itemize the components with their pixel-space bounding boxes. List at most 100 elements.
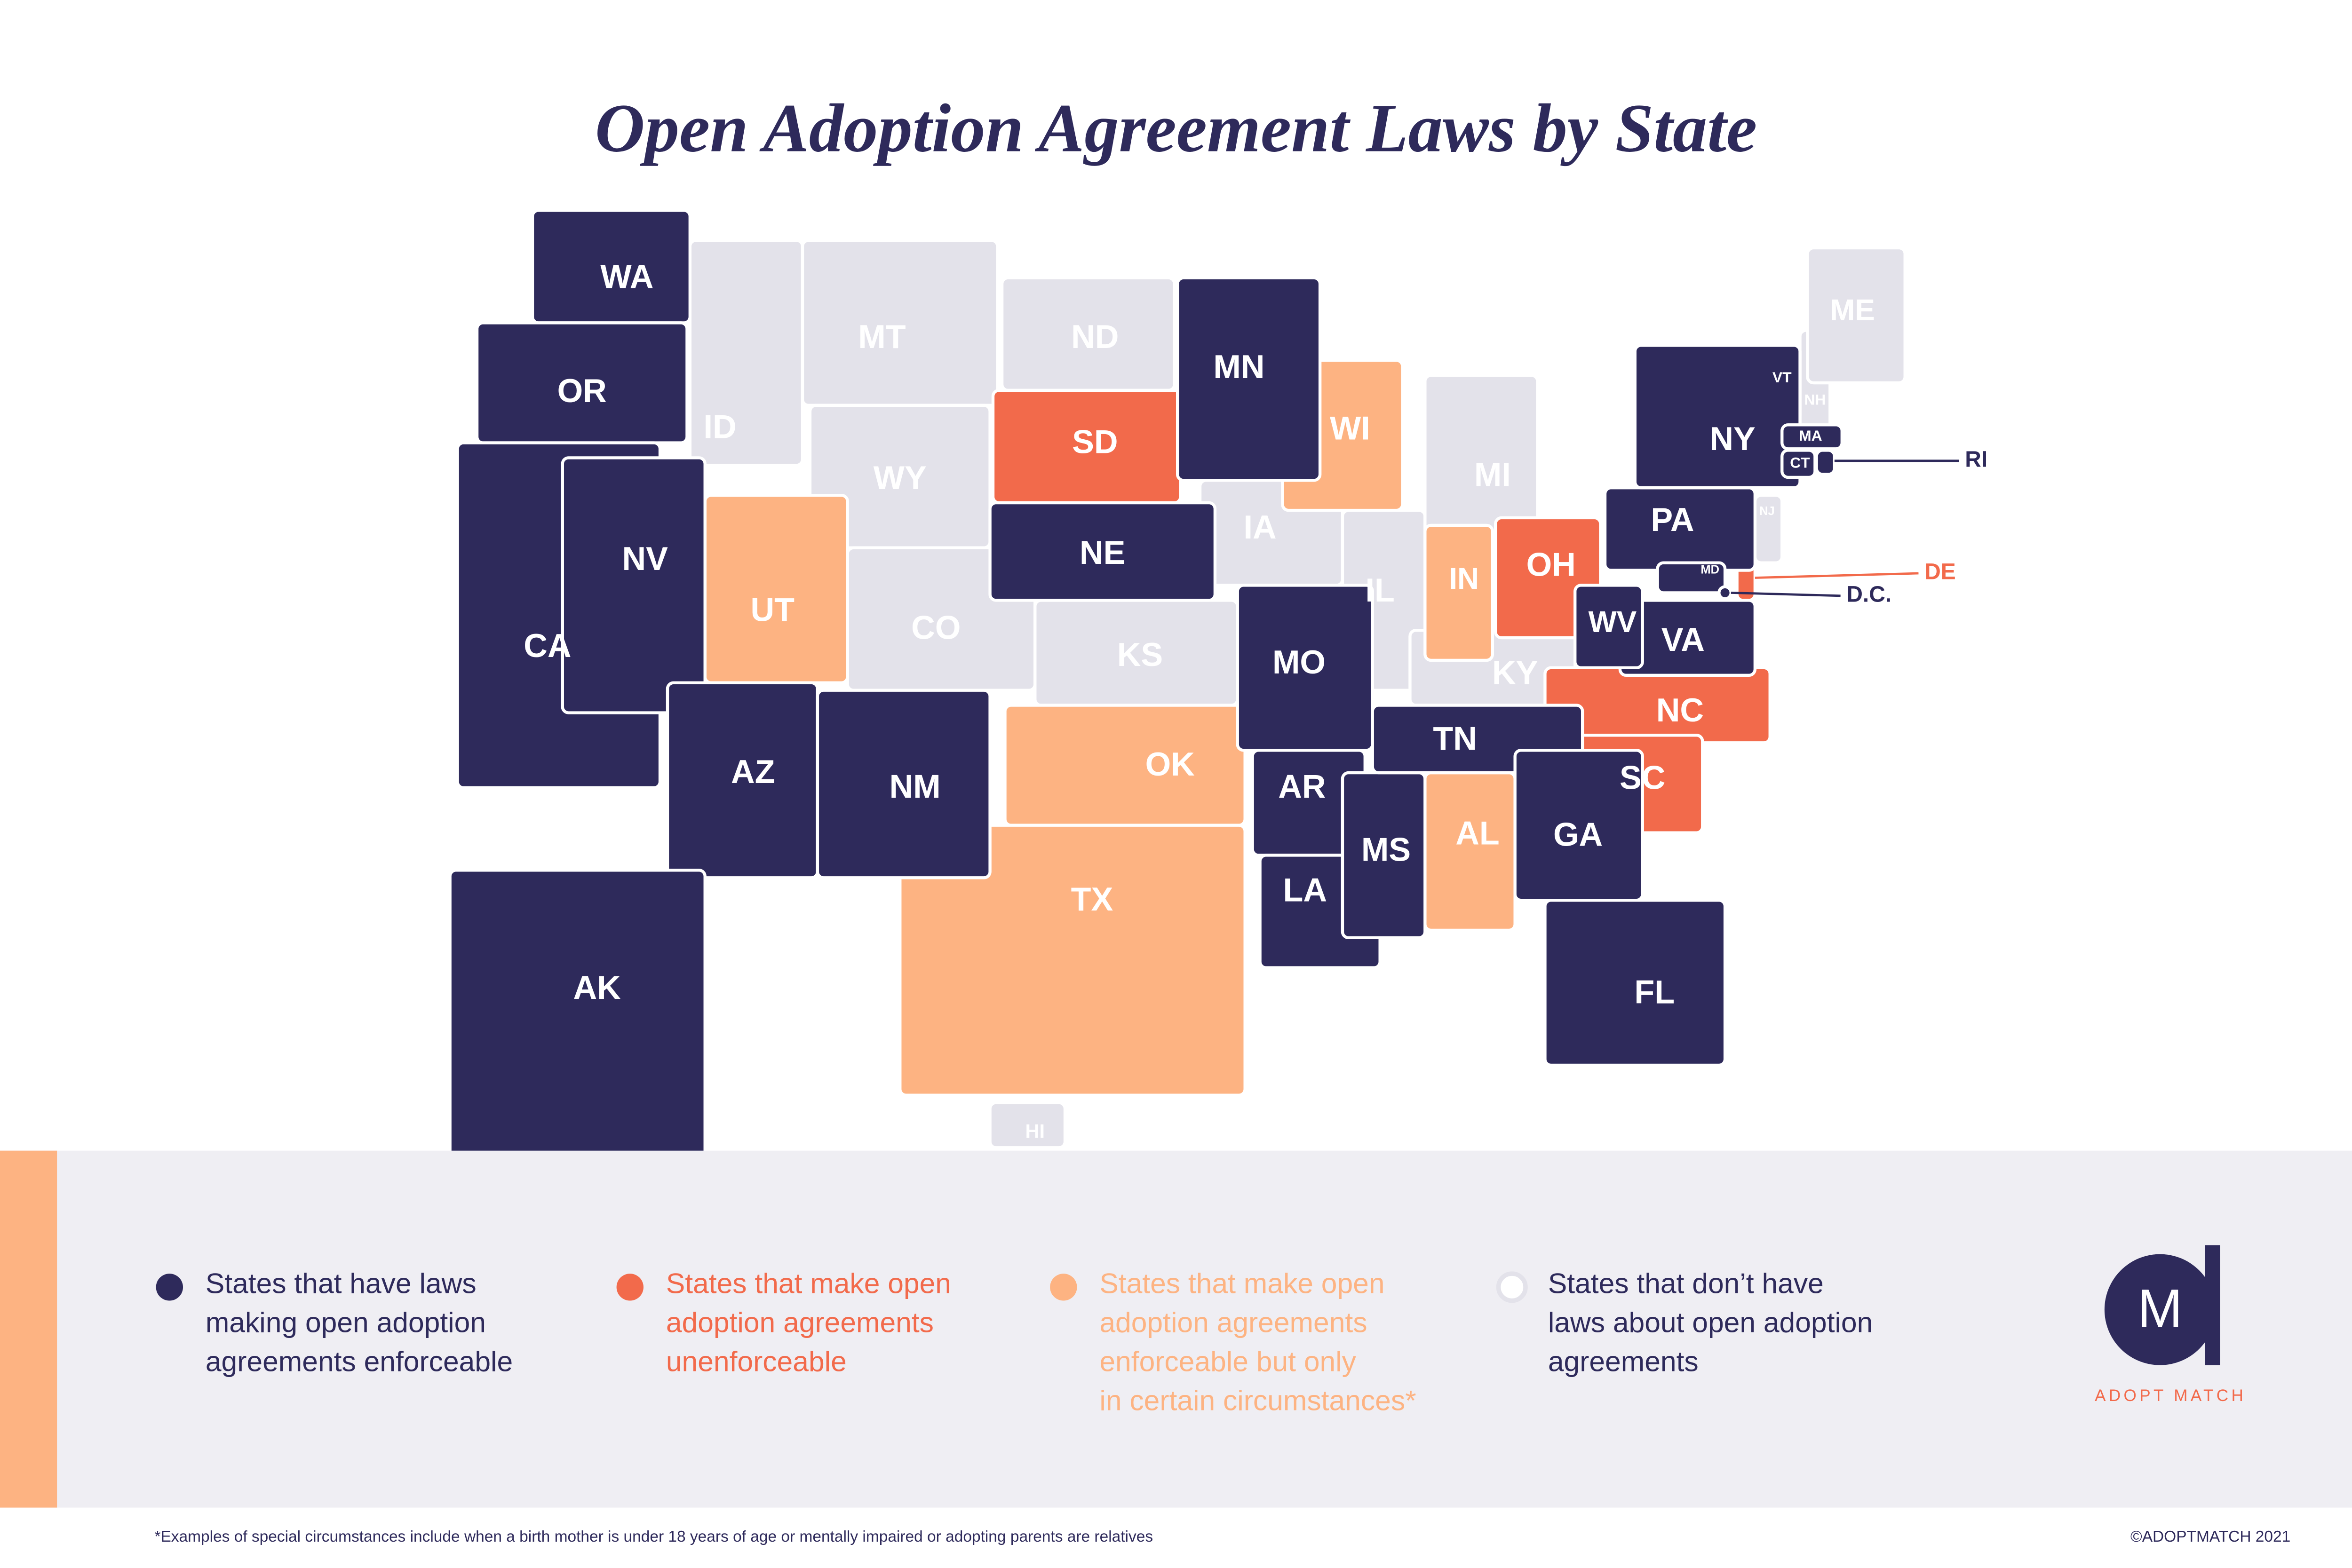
logo-circle <box>2104 1254 2216 1365</box>
legend-text: in certain circumstances* <box>1099 1384 1416 1416</box>
state-label: VT <box>1772 369 1792 386</box>
state-shape <box>1633 344 1802 490</box>
state-shape <box>1423 523 1494 662</box>
state-label: NV <box>622 540 668 577</box>
state-label: WV <box>1589 605 1637 639</box>
state-label: AZ <box>731 753 775 790</box>
state-shape <box>1806 246 1907 385</box>
logo-bar <box>2205 1245 2220 1365</box>
state-label: ME <box>1830 293 1875 327</box>
state-label: OH <box>1526 546 1576 583</box>
legend-text: laws about open adoption <box>1548 1307 1873 1338</box>
state-label: CA <box>524 627 571 664</box>
state-shape <box>1176 276 1322 482</box>
state-label: HI <box>1025 1120 1045 1142</box>
logo-letter: M <box>2137 1278 2183 1338</box>
legend-dot <box>156 1274 183 1301</box>
state-shape <box>1656 561 1727 594</box>
state-label: MS <box>1361 831 1411 868</box>
legend-text: making open adoption <box>206 1307 486 1338</box>
state-label: OK <box>1145 745 1195 783</box>
state-label: SD <box>1072 423 1118 460</box>
legend-text: States that don’t have <box>1548 1267 1824 1299</box>
state-label: KY <box>1492 654 1538 691</box>
state-shape <box>703 493 849 684</box>
logo: M ADOPT MATCH <box>2095 1245 2246 1405</box>
leader-line <box>1731 592 1841 597</box>
state-shape <box>898 824 1247 1097</box>
state-label: UT <box>750 591 795 628</box>
state-label: ID <box>704 408 737 445</box>
state-label: AK <box>573 969 620 1006</box>
state-label: KS <box>1117 636 1163 673</box>
state-label: NJ <box>1759 505 1775 518</box>
state-label: SC <box>1620 759 1665 796</box>
state-shape <box>988 501 1217 602</box>
state-label: MD <box>1700 563 1719 576</box>
state-label: MT <box>858 318 906 355</box>
state-label: NY <box>1709 420 1755 457</box>
legend-dot <box>1050 1274 1077 1301</box>
state-label: D.C. <box>1846 582 1891 607</box>
state-label: VA <box>1661 621 1705 658</box>
state-label: GA <box>1553 816 1603 853</box>
state-shape <box>1543 898 1727 1067</box>
legend-text: enforceable but only <box>1099 1345 1356 1377</box>
state-label: AR <box>1278 768 1326 805</box>
state-label: TN <box>1433 720 1477 757</box>
legend-text: adoption agreements <box>1099 1307 1367 1338</box>
state-shape <box>816 689 992 879</box>
legend-text: States that make open <box>666 1267 951 1299</box>
legend-panel <box>0 1150 2352 1508</box>
state-label: MA <box>1799 427 1822 444</box>
state-label: IN <box>1449 562 1479 595</box>
state-shape <box>448 869 707 1172</box>
state-label: WA <box>600 258 653 295</box>
state-label: CT <box>1790 454 1810 471</box>
state-label: TX <box>1071 880 1113 918</box>
state-label: MN <box>1213 348 1264 385</box>
footnote: *Examples of special circumstances inclu… <box>154 1528 1153 1545</box>
state-label: IL <box>1366 571 1395 609</box>
state-shape <box>1717 585 1733 601</box>
state-label: NM <box>890 768 941 805</box>
state-shape <box>1573 584 1644 670</box>
state-label: CO <box>911 609 961 646</box>
state-shape <box>1815 449 1836 476</box>
state-label: NH <box>1804 391 1826 408</box>
legend: States that have laws making open adoptio… <box>156 1267 1873 1416</box>
state-label: WI <box>1330 410 1370 447</box>
state-shape <box>561 456 707 714</box>
title: Open Adoption Agreement Laws by State <box>595 90 1757 166</box>
legend-text: unenforceable <box>666 1345 847 1377</box>
us-map <box>448 209 1907 1172</box>
state-label: LA <box>1283 871 1327 909</box>
state-label: MI <box>1474 456 1511 493</box>
state-label: ND <box>1071 318 1119 355</box>
legend-text: agreements <box>1548 1345 1699 1377</box>
state-label: WY <box>874 459 927 496</box>
state-label: MO <box>1272 643 1326 681</box>
legend-text: States that have laws <box>206 1267 477 1299</box>
state-label: PA <box>1651 501 1694 538</box>
state-label: AL <box>1455 815 1500 852</box>
state-label: RI <box>1965 447 1987 472</box>
state-label: NE <box>1080 534 1125 571</box>
state-label: IA <box>1243 508 1276 546</box>
copyright: ©ADOPTMATCH 2021 <box>2130 1528 2290 1545</box>
state-shape <box>988 1101 1067 1149</box>
state-shape <box>1003 704 1247 827</box>
state-label: NC <box>1656 691 1704 729</box>
state-labels: ID MT WY CO ND KS IA IL MI KY NH ME NJ HI UT OK TX WI IN AL… <box>524 258 1987 1142</box>
state-shape <box>1780 423 1844 451</box>
legend-text: States that make open <box>1099 1267 1384 1299</box>
state-label: OR <box>557 372 607 409</box>
leader-line <box>1755 572 1919 579</box>
state-label: FL <box>1634 974 1675 1011</box>
logo-name: ADOPT MATCH <box>2095 1386 2246 1405</box>
legend-text: adoption agreements <box>666 1307 934 1338</box>
legend-text: agreements enforceable <box>206 1345 513 1377</box>
legend-dot <box>616 1274 644 1301</box>
